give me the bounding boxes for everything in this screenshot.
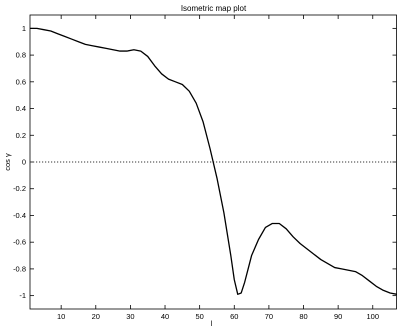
series-group xyxy=(30,27,397,295)
x-tick-label: 50 xyxy=(195,312,203,321)
y-tick-label: -0.4 xyxy=(13,211,26,220)
x-tick-label: 60 xyxy=(230,312,238,321)
y-tick-label: 0.6 xyxy=(16,77,26,86)
x-axis-ticks: 10 20 30 40 50 60 70 80 90 100 xyxy=(57,15,379,321)
y-tick-label: -0.2 xyxy=(13,184,26,193)
x-tick-label: 20 xyxy=(92,312,100,321)
x-tick-label: 80 xyxy=(299,312,307,321)
x-tick-label: 100 xyxy=(367,312,380,321)
x-axis-label: l xyxy=(211,319,213,328)
x-tick-label: 10 xyxy=(57,312,65,321)
y-axis-ticks: -1 -0.8 -0.6 -0.4 -0.2 0 0.2 0.4 0.6 0.8 1 xyxy=(13,24,397,300)
y-tick-label: -0.8 xyxy=(13,264,26,273)
y-tick-label: 0.2 xyxy=(16,131,26,140)
chart-title: Isometric map plot xyxy=(181,4,247,13)
y-axis-label: cos γ xyxy=(3,153,12,171)
x-tick-label: 30 xyxy=(126,312,134,321)
series-line xyxy=(30,27,397,295)
y-tick-label: 0.8 xyxy=(16,51,26,60)
y-tick-label: 1 xyxy=(22,24,26,33)
y-tick-label: 0.4 xyxy=(16,104,26,113)
y-tick-label: 0 xyxy=(22,158,26,167)
y-tick-label: -1 xyxy=(19,291,26,300)
x-tick-label: 70 xyxy=(265,312,273,321)
y-tick-label: -0.6 xyxy=(13,238,26,247)
x-tick-label: 90 xyxy=(334,312,342,321)
x-tick-label: 40 xyxy=(161,312,169,321)
